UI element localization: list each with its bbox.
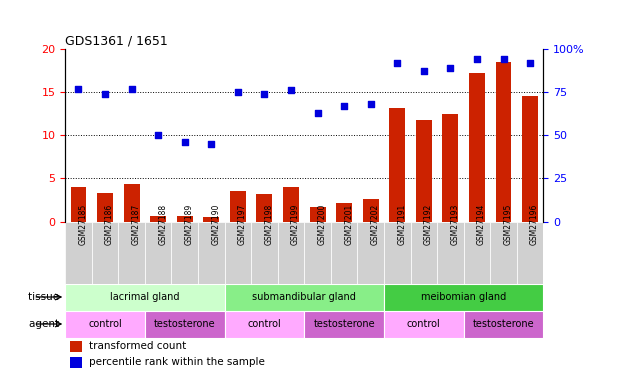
Bar <box>145 222 171 284</box>
Text: GSM27186: GSM27186 <box>105 204 114 245</box>
Bar <box>70 357 82 368</box>
Text: control: control <box>88 319 122 329</box>
Text: control: control <box>407 319 441 329</box>
Text: GDS1361 / 1651: GDS1361 / 1651 <box>65 34 168 48</box>
Text: GSM27193: GSM27193 <box>450 204 460 245</box>
Bar <box>97 193 113 222</box>
Bar <box>310 207 325 222</box>
Text: agent: agent <box>29 319 62 329</box>
Text: GSM27188: GSM27188 <box>158 204 167 245</box>
Text: lacrimal gland: lacrimal gland <box>110 292 179 302</box>
Point <box>100 91 110 97</box>
Point <box>339 103 349 109</box>
Bar <box>410 222 437 284</box>
Text: submandibular gland: submandibular gland <box>252 292 356 302</box>
Bar <box>389 108 406 222</box>
Text: GSM27198: GSM27198 <box>265 204 273 245</box>
Text: testosterone: testosterone <box>473 319 534 329</box>
Bar <box>119 222 145 284</box>
Text: GSM27190: GSM27190 <box>211 204 220 245</box>
Bar <box>278 222 304 284</box>
Text: tissue: tissue <box>28 292 62 302</box>
Bar <box>71 187 86 222</box>
Bar <box>124 184 140 222</box>
Point <box>286 87 296 93</box>
Bar <box>251 222 278 284</box>
Bar <box>469 73 485 222</box>
Text: testosterone: testosterone <box>154 319 215 329</box>
Bar <box>198 222 225 284</box>
Point <box>419 68 428 74</box>
Text: transformed count: transformed count <box>89 341 186 351</box>
Bar <box>496 62 512 222</box>
Bar <box>522 96 538 222</box>
Point <box>472 56 482 62</box>
Text: control: control <box>248 319 281 329</box>
Text: GSM27189: GSM27189 <box>185 204 194 245</box>
Text: GSM27200: GSM27200 <box>317 204 327 245</box>
Bar <box>283 187 299 222</box>
Bar <box>517 222 543 284</box>
Point <box>312 110 322 116</box>
Text: GSM27194: GSM27194 <box>477 204 486 245</box>
Bar <box>464 310 543 338</box>
Bar <box>442 114 458 222</box>
Bar <box>171 222 198 284</box>
Bar <box>70 341 82 352</box>
Bar <box>65 222 92 284</box>
Text: GSM27192: GSM27192 <box>424 204 433 245</box>
Point <box>233 89 243 95</box>
Bar <box>65 284 225 310</box>
Bar <box>384 310 464 338</box>
Bar <box>331 222 358 284</box>
Bar <box>177 216 193 222</box>
Bar <box>416 120 432 222</box>
Bar <box>358 222 384 284</box>
Text: meibomian gland: meibomian gland <box>421 292 506 302</box>
Bar <box>464 222 490 284</box>
Point <box>127 86 137 92</box>
Point <box>153 132 163 138</box>
Text: GSM27199: GSM27199 <box>291 204 300 245</box>
Text: GSM27187: GSM27187 <box>132 204 140 245</box>
Bar <box>230 191 246 222</box>
Bar <box>145 310 225 338</box>
Point <box>206 141 216 147</box>
Point <box>73 86 83 92</box>
Text: GSM27191: GSM27191 <box>397 204 406 245</box>
Text: percentile rank within the sample: percentile rank within the sample <box>89 357 265 368</box>
Bar <box>225 222 251 284</box>
Bar <box>490 222 517 284</box>
Bar <box>203 217 219 222</box>
Point <box>499 56 509 62</box>
Bar <box>304 222 331 284</box>
Bar <box>225 310 304 338</box>
Bar <box>92 222 119 284</box>
Point <box>366 101 376 107</box>
Point <box>525 60 535 66</box>
Point <box>392 60 402 66</box>
Point <box>260 91 270 97</box>
Text: GSM27197: GSM27197 <box>238 204 247 245</box>
Bar <box>384 284 543 310</box>
Bar <box>363 199 379 222</box>
Point <box>445 65 455 71</box>
Bar <box>65 310 145 338</box>
Bar <box>225 284 384 310</box>
Text: GSM27185: GSM27185 <box>78 204 88 245</box>
Bar <box>150 216 166 222</box>
Text: GSM27195: GSM27195 <box>504 204 512 245</box>
Bar <box>437 222 464 284</box>
Bar <box>336 202 352 222</box>
Bar <box>256 194 273 222</box>
Text: testosterone: testosterone <box>314 319 375 329</box>
Text: GSM27201: GSM27201 <box>344 204 353 245</box>
Point <box>180 139 190 145</box>
Text: GSM27202: GSM27202 <box>371 204 379 245</box>
Bar <box>384 222 410 284</box>
Bar <box>304 310 384 338</box>
Text: GSM27196: GSM27196 <box>530 204 539 245</box>
